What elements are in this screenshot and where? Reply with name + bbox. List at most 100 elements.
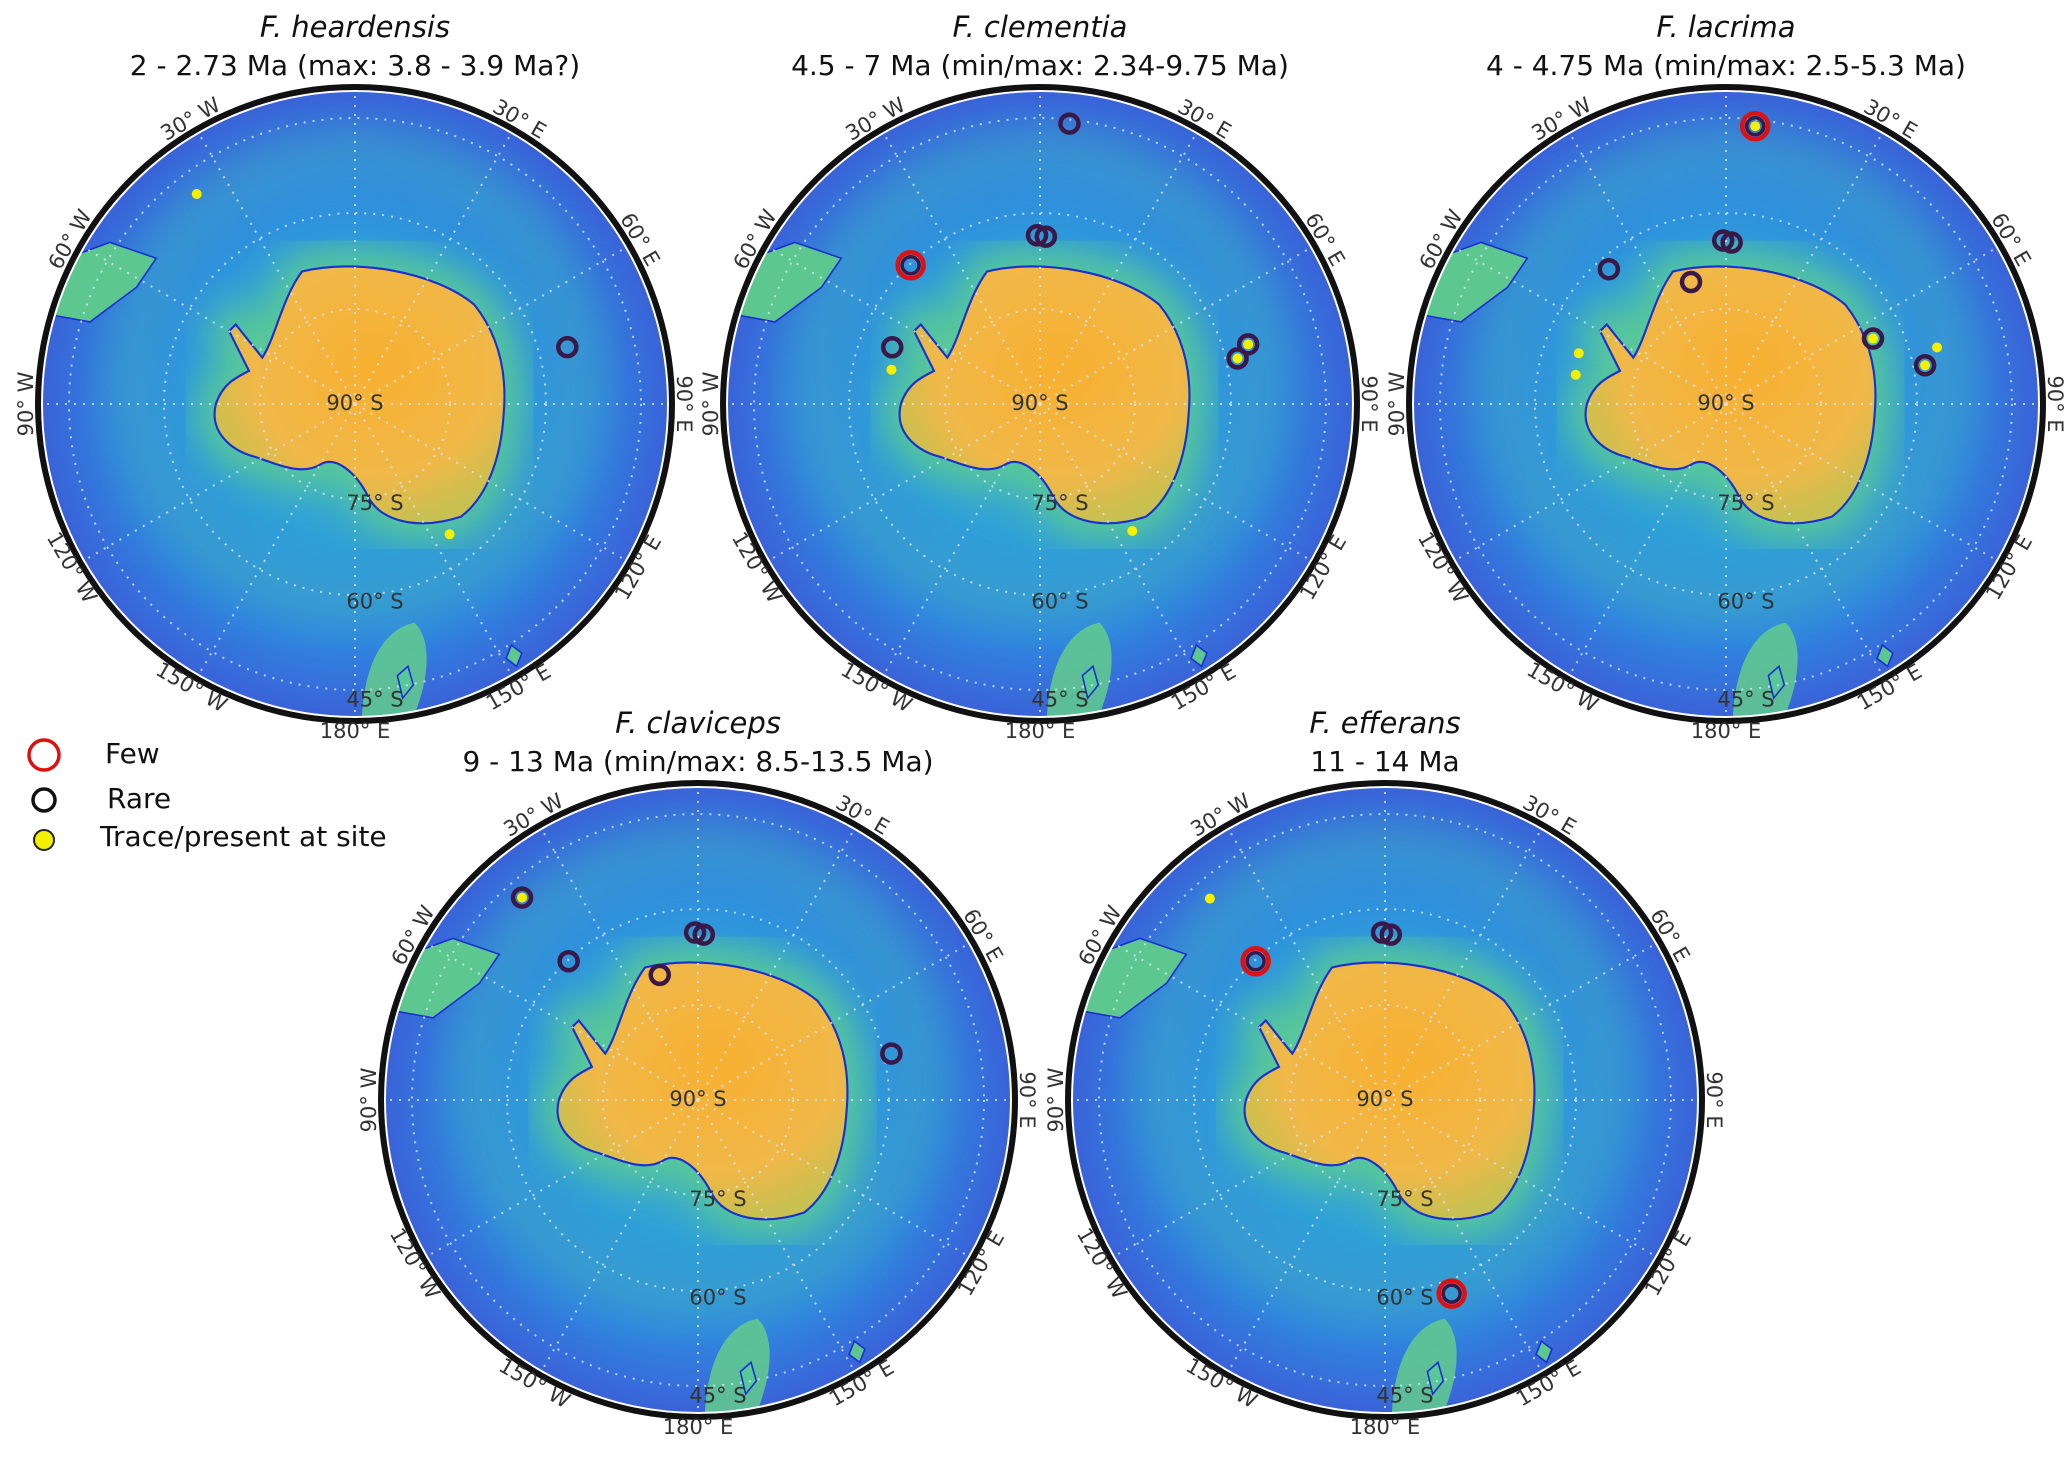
site-marker-rare-trace [510, 886, 534, 909]
rare-marker [1226, 347, 1249, 370]
lon-label: 180° E [1350, 1415, 1421, 1439]
rare-marker [1913, 354, 1937, 377]
polar-map: 90° S75° S60° S45° S30° E60° E90° E120° … [1044, 783, 1726, 1439]
few-marker-inner [1441, 1283, 1462, 1304]
site-marker-trace [444, 529, 455, 540]
rare-marker [1034, 225, 1058, 248]
lat-label: 45° S [1717, 687, 1774, 711]
lat-label: 90° S [1011, 391, 1068, 415]
site-marker-trace [191, 188, 202, 199]
lat-label: 60° S [1717, 589, 1774, 613]
trace-marker [1127, 526, 1138, 537]
age-range: 9 - 13 Ma (min/max: 8.5-13.5 Ma) [462, 745, 933, 778]
rare-marker [1720, 231, 1743, 254]
rare-marker [1236, 333, 1260, 356]
site-marker-trace [1127, 526, 1138, 537]
site-marker-rare [1720, 231, 1743, 254]
rare-marker [557, 950, 580, 973]
trace-marker [1920, 360, 1931, 371]
legend-item-few: Few [27, 737, 160, 772]
site-marker-rare [648, 963, 671, 987]
lat-label: 75° S [1031, 491, 1088, 515]
site-marker-rare [557, 950, 580, 973]
site-marker-rare-trace [1913, 354, 1937, 377]
lat-label: 60° S [346, 589, 403, 613]
site-marker-rare-trace [1861, 327, 1885, 350]
site-marker-rare [1058, 112, 1081, 135]
lon-label: 180° E [1005, 719, 1076, 743]
trace-marker [1570, 369, 1581, 380]
rare-marker [556, 335, 579, 359]
site-marker-rare [880, 1042, 903, 1065]
site-marker-rare [1679, 270, 1703, 294]
rare-marker [880, 336, 904, 359]
trace-marker-icon [33, 829, 55, 851]
site-marker-rare [880, 336, 904, 359]
lon-label: 90° W [1044, 1067, 1068, 1132]
few-marker-inner [1744, 115, 1766, 137]
lat-label: 75° S [1376, 1187, 1433, 1211]
lon-label: 90° E [1015, 1071, 1039, 1128]
trace-marker [1573, 348, 1584, 359]
lat-label: 90° S [1356, 1087, 1413, 1111]
lat-label: 90° S [669, 1087, 726, 1111]
trace-marker [517, 892, 528, 903]
legend-label-few: Few [105, 737, 160, 770]
rare-marker [648, 963, 671, 987]
species-title: F. efferans [1309, 706, 1460, 740]
trace-marker [1232, 353, 1243, 364]
lat-label: 60° S [1376, 1285, 1433, 1309]
trace-marker [1868, 333, 1879, 344]
lat-label: 45° S [346, 687, 403, 711]
trace-marker [444, 529, 455, 540]
few-marker [1436, 1278, 1467, 1309]
site-marker-few [1240, 946, 1271, 977]
site-marker-rare-trace [1226, 347, 1249, 370]
species-title: F. lacrima [1656, 10, 1795, 44]
lon-label: 180° E [663, 1415, 734, 1439]
lat-label: 90° S [1697, 391, 1754, 415]
lon-label: 90° E [2043, 375, 2067, 432]
rare-marker [1597, 257, 1621, 281]
trace-marker [886, 364, 897, 375]
lat-label: 75° S [1717, 491, 1774, 515]
lat-label: 75° S [689, 1187, 746, 1211]
lon-label: 90° E [672, 375, 696, 432]
few-marker-inner [900, 255, 921, 276]
site-marker-few [895, 250, 926, 281]
site-marker-rare [1034, 225, 1058, 248]
species-title: F. claviceps [615, 706, 781, 740]
map-panel: F. heardensis 2 - 2.73 Ma (max: 3.8 - 3.9… [14, 10, 696, 743]
site-marker-trace [1932, 342, 1943, 353]
species-title: F. clementia [953, 10, 1128, 44]
site-marker-rare [692, 923, 716, 946]
lat-label: 45° S [1031, 687, 1088, 711]
lat-label: 75° S [346, 491, 403, 515]
polar-map: 90° S75° S60° S45° S30° E60° E90° E120° … [699, 87, 1381, 743]
site-marker-trace [886, 364, 897, 375]
map-panel: F. efferans 11 - 14 Ma 90° S 75° S 60° S 45° … [1044, 706, 1726, 1439]
few-marker [895, 250, 926, 281]
polar-map: 90° S75° S60° S45° S30° E60° E90° E120° … [1385, 87, 2067, 743]
lon-label: 90° E [1702, 1071, 1726, 1128]
trace-marker [1243, 339, 1254, 350]
map-panel: F. claviceps 9 - 13 Ma (min/max: 8.5-13.5… [357, 706, 1039, 1439]
legend-label-trace: Trace/present at site [99, 820, 387, 853]
few-marker-icon [27, 738, 61, 772]
site-marker-trace [1204, 893, 1215, 904]
rare-marker-icon [31, 787, 57, 813]
lat-label: 45° S [1376, 1383, 1433, 1407]
site-marker-few [1436, 1278, 1467, 1309]
trace-marker [1750, 121, 1761, 132]
few-marker [1739, 110, 1771, 142]
lon-label: 180° E [320, 719, 391, 743]
site-marker-trace [1573, 348, 1584, 359]
lon-label: 90° W [357, 1067, 381, 1132]
legend-label-rare: Rare [107, 782, 171, 815]
site-marker-rare-trace [1236, 333, 1260, 356]
legend: Few Rare Trace/present at site [27, 737, 387, 853]
polar-map: 90° S75° S60° S45° S30° E60° E90° E120° … [14, 87, 696, 743]
rare-marker [1058, 112, 1081, 135]
map-panels: F. heardensis 2 - 2.73 Ma (max: 3.8 - 3.9… [14, 10, 2067, 1439]
